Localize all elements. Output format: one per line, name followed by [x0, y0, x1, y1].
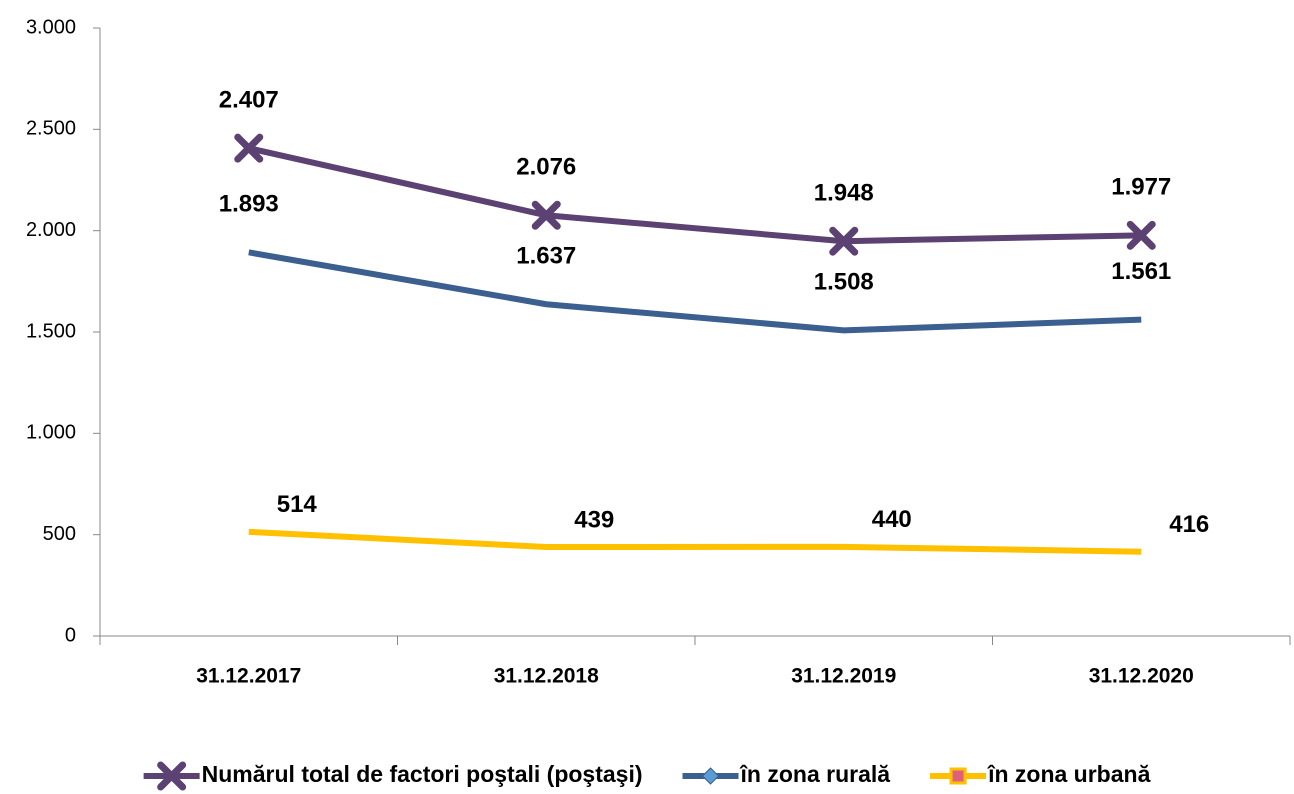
data-label: 514 [277, 491, 318, 518]
x-tick-label: 31.12.2019 [791, 665, 896, 688]
marker-x-shape [829, 226, 859, 256]
data-label: 1.948 [814, 180, 874, 207]
legend-item: Numărul total de factori poştali (poştaş… [143, 761, 643, 791]
marker-x-shape [531, 200, 561, 230]
data-label: 2.407 [219, 87, 279, 114]
x-tick-label: 31.12.2018 [494, 665, 599, 688]
series-line [248, 145, 1142, 245]
y-tick-label: 1.000 [26, 422, 76, 444]
legend-label: în zona rurală [740, 761, 891, 787]
data-label: 1.637 [516, 243, 576, 270]
x-tick-label: 31.12.2020 [1089, 665, 1194, 688]
data-label: 2.076 [516, 154, 576, 181]
y-tick-label: 0 [65, 624, 76, 646]
y-tick-label: 500 [43, 523, 76, 545]
series-line [248, 528, 1142, 555]
data-label: 440 [872, 506, 912, 533]
marker-x-shape [157, 761, 187, 791]
marker-x-shape [1126, 220, 1156, 250]
data-label: 416 [1169, 511, 1209, 538]
data-label: 1.561 [1111, 258, 1171, 285]
legend-item: în zona urbană [930, 761, 1151, 787]
legend-item: în zona rurală [682, 761, 891, 787]
y-tick-label: 2.500 [26, 118, 76, 140]
y-tick-label: 2.000 [26, 219, 76, 241]
x-tick-label: 31.12.2017 [196, 665, 301, 688]
marker-x [234, 133, 264, 163]
series-line [248, 249, 1142, 334]
data-label: 439 [574, 506, 614, 533]
y-tick-label: 1.500 [26, 320, 76, 342]
marker-x-shape [234, 133, 264, 163]
y-tick-label: 3.000 [26, 16, 76, 38]
legend-label: Numărul total de factori poştali (poştaş… [202, 761, 643, 787]
data-label: 1.977 [1111, 174, 1171, 201]
legend-label: în zona urbană [987, 761, 1151, 787]
marker-x [531, 200, 561, 230]
marker-x [157, 761, 187, 791]
marker-diamond [701, 767, 720, 785]
marker-square [949, 767, 967, 785]
marker-x [829, 226, 859, 256]
data-label: 1.508 [814, 269, 874, 296]
marker-x [1126, 220, 1156, 250]
data-label: 1.893 [219, 191, 279, 218]
